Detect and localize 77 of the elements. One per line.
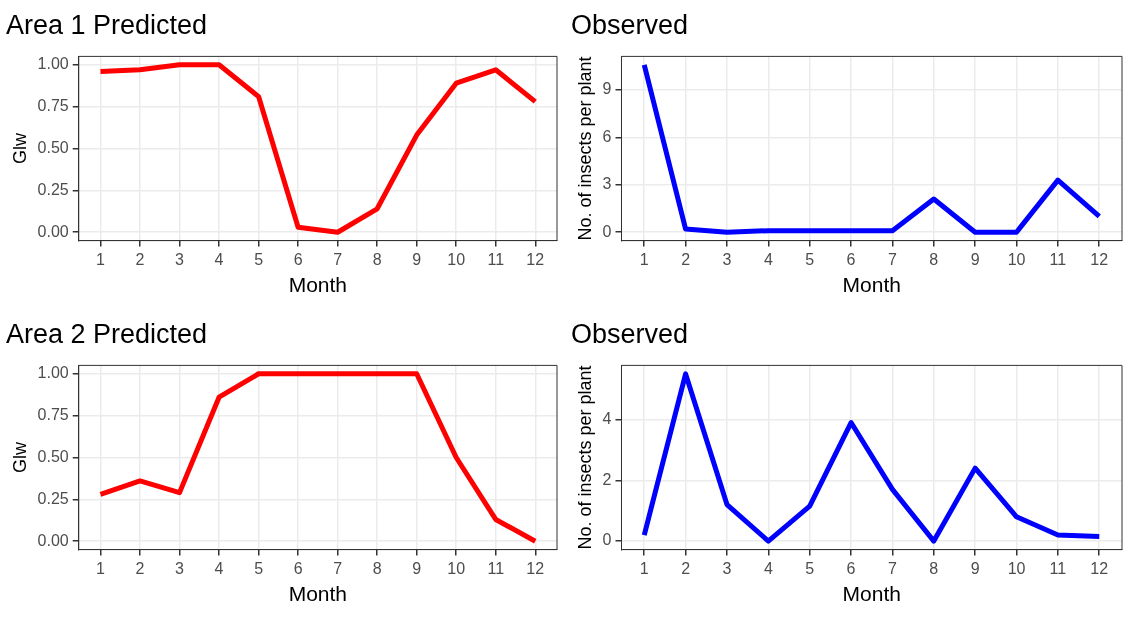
y-tick-label: 0 xyxy=(602,222,612,240)
y-tick-label: 0.75 xyxy=(37,406,69,424)
x-tick-label: 12 xyxy=(1090,250,1109,268)
y-tick-label: 9 xyxy=(602,80,612,98)
x-tick-label: 1 xyxy=(639,250,649,268)
x-axis-title: Month xyxy=(842,273,901,297)
x-tick-label: 9 xyxy=(970,250,980,268)
x-axis-title: Month xyxy=(288,582,348,606)
chart-title: Area 1 Predicted xyxy=(6,9,208,40)
x-tick-label: 2 xyxy=(681,559,691,577)
x-tick-label: 5 xyxy=(805,250,815,268)
chart-title: Observed xyxy=(571,318,689,349)
y-tick-label: 0.00 xyxy=(37,222,69,240)
x-tick-label: 11 xyxy=(1049,559,1067,577)
chart-title: Observed xyxy=(571,9,689,40)
x-tick-label: 6 xyxy=(846,559,856,577)
x-tick-label: 10 xyxy=(447,250,466,268)
x-tick-label: 9 xyxy=(412,250,422,268)
x-tick-label: 8 xyxy=(372,250,382,268)
y-tick-label: 1.00 xyxy=(37,55,69,73)
x-tick-label: 2 xyxy=(681,250,691,268)
y-tick-label: 0.75 xyxy=(37,97,69,115)
y-axis-title: Glw xyxy=(9,441,30,473)
x-tick-label: 4 xyxy=(214,559,224,577)
x-tick-label: 6 xyxy=(293,250,303,268)
x-tick-label: 5 xyxy=(805,559,815,577)
y-axis-title: Glw xyxy=(9,132,30,164)
x-tick-label: 6 xyxy=(846,250,856,268)
x-tick-label: 1 xyxy=(96,559,106,577)
x-tick-label: 5 xyxy=(254,250,264,268)
x-tick-label: 7 xyxy=(887,250,897,268)
x-tick-label: 1 xyxy=(96,250,106,268)
x-tick-label: 2 xyxy=(135,250,145,268)
x-tick-label: 11 xyxy=(487,250,505,268)
x-tick-label: 8 xyxy=(372,559,382,577)
x-axis-title: Month xyxy=(842,582,901,606)
y-axis-title: No. of insects per plant xyxy=(574,365,595,550)
x-axis-title: Month xyxy=(288,273,348,297)
y-tick-label: 0.50 xyxy=(37,138,69,156)
x-tick-label: 11 xyxy=(1049,250,1067,268)
y-tick-label: 1.00 xyxy=(37,364,69,382)
x-tick-label: 4 xyxy=(763,250,773,268)
x-tick-label: 10 xyxy=(1007,250,1026,268)
x-tick-label: 4 xyxy=(763,559,773,577)
y-tick-label: 0.25 xyxy=(37,180,69,198)
x-tick-label: 8 xyxy=(929,559,939,577)
x-tick-label: 12 xyxy=(526,250,545,268)
x-tick-label: 7 xyxy=(887,559,897,577)
x-tick-label: 3 xyxy=(175,559,185,577)
y-tick-label: 0.25 xyxy=(37,489,69,507)
x-tick-label: 9 xyxy=(970,559,980,577)
x-tick-label: 12 xyxy=(1090,559,1109,577)
x-tick-label: 12 xyxy=(526,559,545,577)
x-tick-label: 3 xyxy=(175,250,185,268)
x-tick-label: 10 xyxy=(447,559,466,577)
chart-title: Area 2 Predicted xyxy=(6,318,208,349)
y-tick-label: 0.50 xyxy=(37,447,69,465)
x-tick-label: 8 xyxy=(929,250,939,268)
y-tick-label: 3 xyxy=(602,175,612,193)
y-tick-label: 2 xyxy=(602,470,612,488)
x-tick-label: 3 xyxy=(722,250,732,268)
y-axis-title: No. of insects per plant xyxy=(574,56,595,241)
x-tick-label: 3 xyxy=(722,559,732,577)
x-tick-label: 2 xyxy=(135,559,145,577)
x-tick-label: 4 xyxy=(214,250,224,268)
x-tick-label: 1 xyxy=(639,559,649,577)
y-tick-label: 4 xyxy=(602,409,612,427)
y-tick-label: 0.00 xyxy=(37,531,69,549)
x-tick-label: 7 xyxy=(333,250,343,268)
y-tick-label: 0 xyxy=(602,531,612,549)
x-tick-label: 6 xyxy=(293,559,303,577)
x-tick-label: 7 xyxy=(333,559,343,577)
x-tick-label: 5 xyxy=(254,559,264,577)
x-tick-label: 9 xyxy=(412,559,422,577)
y-tick-label: 6 xyxy=(602,127,612,145)
x-tick-label: 11 xyxy=(487,559,505,577)
x-tick-label: 10 xyxy=(1007,559,1026,577)
